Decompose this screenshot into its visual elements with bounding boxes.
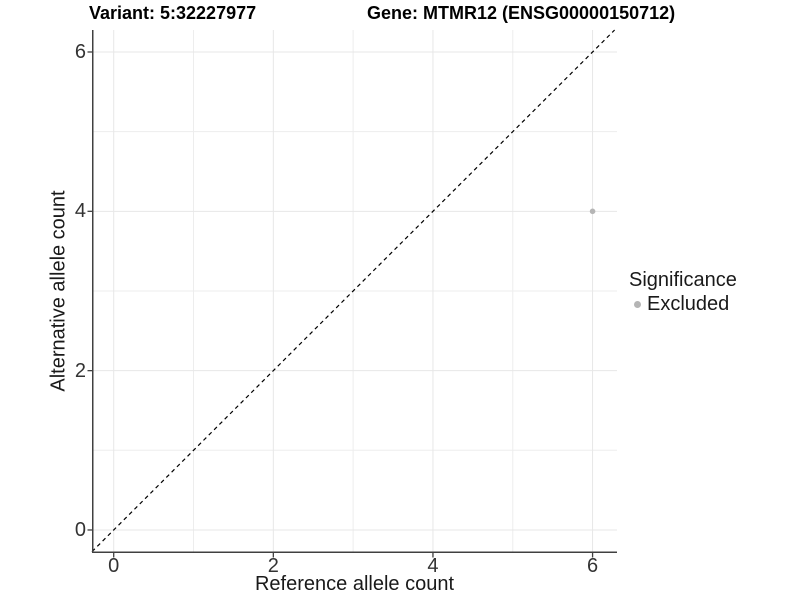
data-point — [589, 208, 596, 215]
legend-item-excluded: Excluded — [629, 293, 737, 315]
gene-title: Gene: MTMR12 (ENSG00000150712) — [367, 3, 676, 23]
y-tick-label: 0 — [74, 518, 86, 541]
y-tick-label: 4 — [74, 200, 86, 223]
legend-title: Significance — [629, 269, 737, 291]
identity-reference-line — [91, 29, 616, 553]
y-tick-label: 6 — [74, 40, 86, 63]
x-tick-label: 2 — [267, 555, 279, 577]
variant-title: Variant: 5:32227977 — [89, 3, 257, 23]
excluded-point-icon — [634, 300, 641, 308]
legend-item-label: Excluded — [647, 293, 730, 315]
chart-panel — [87, 29, 617, 558]
x-axis-title: Reference allele count — [254, 573, 454, 595]
scatter-svg — [87, 29, 617, 558]
x-tick-label: 6 — [587, 555, 599, 577]
legend: Significance Excluded — [629, 268, 737, 315]
y-tick-label: 2 — [74, 359, 86, 382]
x-tick-label: 4 — [427, 555, 439, 577]
x-tick-label: 0 — [108, 555, 120, 577]
